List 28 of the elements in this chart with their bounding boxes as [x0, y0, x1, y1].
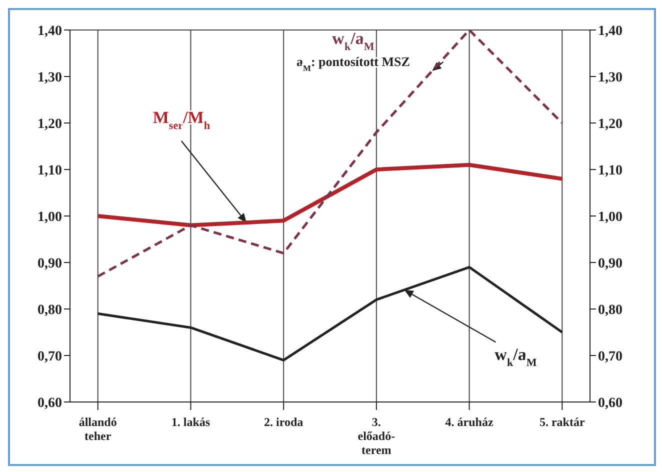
y2-tick-label: 1,20 [598, 116, 622, 132]
y-tick-label: 0,70 [38, 349, 62, 364]
y-tick-label: 1,10 [38, 163, 62, 178]
y-tick-label: 1,30 [38, 70, 62, 86]
x-tick-label: állandó teher [78, 415, 117, 443]
text: w$_{k}$/a$_{M}$ [332, 28, 375, 53]
y2-tick-label: 0,60 [598, 396, 622, 411]
y2-tick-label: 1,40 [598, 24, 622, 39]
x-tick-label: 2. iroda [264, 415, 304, 429]
series-label: w$_{k}$/a$_{M}$ [494, 345, 538, 370]
y-tick-label: 1,40 [38, 24, 62, 39]
x-tick-label: 4. áruház [445, 415, 494, 429]
x-tick-label: 3. előadó-terem [358, 415, 396, 457]
x-tick-label: 5. raktár [539, 415, 586, 429]
y2-tick-label: 0,90 [598, 256, 622, 272]
line-series [96, 162, 564, 228]
y2-tick-label: 1,00 [598, 210, 622, 225]
y-tick-label: 0,80 [38, 302, 62, 318]
y-tick-label: 0,90 [38, 256, 62, 272]
y-tick-label: 0,60 [38, 396, 62, 411]
line-series [96, 30, 564, 278]
y2-tick-label: 0,70 [598, 349, 622, 364]
y2-tick-label: 1,10 [598, 163, 622, 178]
y-tick-label: 1,00 [38, 210, 62, 225]
y-tick-label: 1,20 [38, 116, 62, 132]
x-tick-label: 1. lakás [171, 415, 210, 429]
y2-tick-label: 1,30 [598, 70, 622, 86]
y2-tick-label: 0,80 [598, 302, 622, 318]
